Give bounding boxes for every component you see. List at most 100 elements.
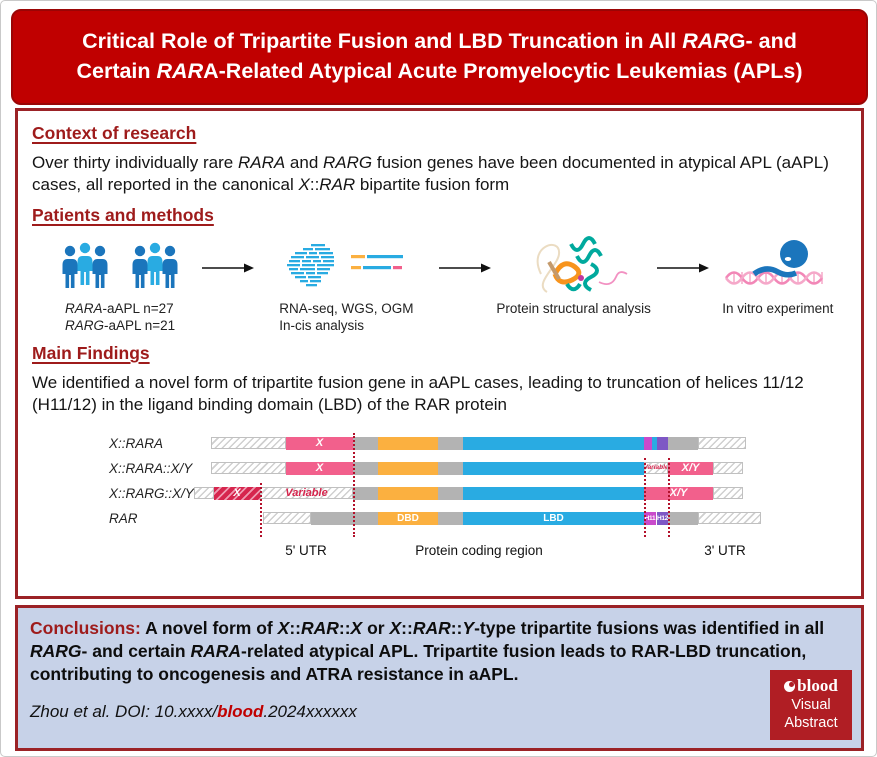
segment-blue (463, 486, 644, 500)
segment-blue (463, 436, 644, 450)
people-group-icon (62, 242, 178, 288)
arrow-right-icon (202, 263, 255, 273)
segment-h11 (644, 436, 652, 450)
arrow-right-icon (438, 263, 491, 273)
sequencing-reads-icon (281, 234, 411, 298)
segment-orange (378, 461, 438, 475)
protein-ribbon-icon (536, 235, 628, 293)
title-banner: Critical Role of Tripartite Fusion and L… (11, 9, 868, 106)
dotted-boundary-line (644, 457, 646, 537)
segment-hatch (263, 511, 311, 524)
methods-flow: RARA-aAPL n=27 RARG-aAPL n=21 (38, 234, 847, 335)
blood-drop-icon (784, 680, 796, 692)
segment-label: H12 (657, 514, 668, 522)
context-heading: Context of research (32, 123, 197, 143)
title-line-1: Critical Role of Tripartite Fusion and L… (82, 29, 797, 53)
findings-paragraph: We identified a novel form of tripartite… (32, 372, 804, 415)
methods-step-sequencing: RNA-seq, WGS, OGM In-cis analysis (254, 234, 438, 335)
methods-heading: Patients and methods (32, 204, 214, 225)
segment-label: X (315, 462, 324, 475)
main-content-box: Context of research Over thirty individu… (15, 108, 864, 599)
segment-orange: DBD (378, 511, 438, 525)
patients-label: RARA-aAPL n=27 RARG-aAPL n=21 (64, 300, 176, 334)
segment-orange (378, 436, 438, 450)
segment-hatch (698, 436, 746, 449)
conclusions-text: Conclusions: A novel form of X::RAR::X o… (30, 618, 825, 685)
segment-gray (438, 461, 463, 475)
segment-gray (668, 436, 698, 450)
diagram-row-label: X::RARG::X/Y (109, 485, 194, 501)
segment-gray (438, 486, 463, 500)
sequencing-label: RNA-seq, WGS, OGM In-cis analysis (279, 300, 414, 334)
dna-protein-binding-icon (720, 234, 836, 298)
aligned-reads-icon (351, 254, 404, 270)
segment-label: H11 (644, 514, 656, 522)
segment-h12: H12 (657, 511, 668, 525)
dotted-boundary-line (260, 482, 262, 537)
diagram-row-label: X::RARA::X/Y (109, 460, 193, 476)
segment-gray (311, 511, 378, 525)
segment-label: Variable (644, 464, 668, 472)
findings-heading: Main Findings (32, 342, 150, 363)
logo-line-abstract: Abstract (784, 715, 838, 732)
person-icon (62, 242, 108, 288)
dotted-boundary-line (353, 432, 355, 537)
axis-label: 3' UTR (704, 542, 746, 558)
segment-hatch (194, 486, 214, 499)
segment-h12 (657, 436, 668, 450)
protein-label: Protein structural analysis (496, 300, 651, 316)
methods-step-invitro: In vitro experiment (709, 234, 847, 318)
methods-step-protein: Protein structural analysis (491, 234, 657, 318)
fusion-gene-diagram: X::RARA X X::RARA::X/Y X Variable X/Y X::RARG:… (101, 429, 821, 565)
segment-redhatch: X (214, 486, 260, 500)
person-icon (132, 242, 178, 288)
segment-hatch (211, 461, 286, 474)
segment-label: X/Y (681, 462, 700, 475)
segment-pink: X (286, 461, 353, 475)
segment-orange (378, 486, 438, 500)
blood-wordmark: blood (772, 676, 850, 696)
segment-blue (463, 461, 644, 475)
conclusions-box: Conclusions: A novel form of X::RAR::X o… (15, 605, 864, 751)
blood-visual-abstract-logo: blood Visual Abstract (770, 669, 852, 740)
segment-label: X (315, 437, 324, 450)
diagram-row-label: RAR (109, 510, 138, 526)
segment-varhatch: Variable (260, 486, 353, 499)
arrow-right-icon (656, 263, 709, 273)
segment-pink: X (286, 436, 353, 450)
segment-label: X (233, 487, 241, 500)
segment-label: DBD (397, 512, 419, 524)
segment-gray (438, 511, 463, 525)
segment-varhatch: Variable (644, 461, 668, 474)
segment-h11: H11 (644, 511, 656, 525)
segment-hatch (698, 511, 761, 524)
diagram-row-label: X::RARA (109, 435, 164, 451)
segment-blue (652, 436, 657, 450)
invitro-label: In vitro experiment (722, 300, 834, 316)
segment-gray (668, 511, 698, 525)
logo-line-visual: Visual (791, 696, 831, 713)
segment-label: Variable (285, 486, 328, 499)
context-paragraph: Over thirty individually rare RARA and R… (32, 153, 829, 195)
segment-pink: X/Y (668, 461, 713, 475)
segment-gray (353, 436, 378, 450)
segment-gray (353, 486, 378, 500)
reads-cloud-icon (287, 243, 404, 287)
methods-step-patients: RARA-aAPL n=27 RARG-aAPL n=21 (38, 234, 202, 335)
segment-pink: X/Y (644, 486, 713, 500)
segment-gray (353, 461, 378, 475)
segment-hatch (713, 461, 743, 474)
protein-structure-icon (519, 234, 629, 298)
segment-gray (438, 436, 463, 450)
axis-label: Protein coding region (415, 542, 543, 558)
title-line-2: Certain RARA-Related Atypical Acute Prom… (76, 59, 803, 84)
segment-hatch (713, 486, 743, 499)
segment-label: LBD (543, 512, 564, 524)
dna-helix-icon (724, 239, 823, 285)
segment-label: X/Y (669, 487, 688, 500)
segment-blue: LBD (463, 511, 644, 525)
segment-hatch (211, 436, 286, 449)
axis-label: 5' UTR (285, 542, 327, 558)
dotted-boundary-line (668, 457, 670, 537)
